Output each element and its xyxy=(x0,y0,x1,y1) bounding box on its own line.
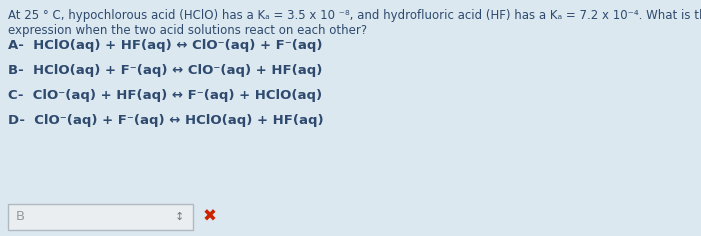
Text: C-  ClO⁻(aq) + HF(aq) ↔ F⁻(aq) + HClO(aq): C- ClO⁻(aq) + HF(aq) ↔ F⁻(aq) + HClO(aq) xyxy=(8,89,322,102)
Text: At 25 ° C, hypochlorous acid (HClO) has a Kₐ = 3.5 x 10 ⁻⁸, and hydrofluoric aci: At 25 ° C, hypochlorous acid (HClO) has … xyxy=(8,9,701,22)
Text: ↕: ↕ xyxy=(175,212,184,222)
Text: ✖: ✖ xyxy=(203,208,217,226)
Text: B-  HClO(aq) + F⁻(aq) ↔ ClO⁻(aq) + HF(aq): B- HClO(aq) + F⁻(aq) ↔ ClO⁻(aq) + HF(aq) xyxy=(8,64,322,77)
Text: expression when the two acid solutions react on each other?: expression when the two acid solutions r… xyxy=(8,24,367,37)
FancyBboxPatch shape xyxy=(8,204,193,230)
Text: B: B xyxy=(16,211,25,223)
Text: D-  ClO⁻(aq) + F⁻(aq) ↔ HClO(aq) + HF(aq): D- ClO⁻(aq) + F⁻(aq) ↔ HClO(aq) + HF(aq) xyxy=(8,114,324,127)
Text: A-  HClO(aq) + HF(aq) ↔ ClO⁻(aq) + F⁻(aq): A- HClO(aq) + HF(aq) ↔ ClO⁻(aq) + F⁻(aq) xyxy=(8,39,322,52)
